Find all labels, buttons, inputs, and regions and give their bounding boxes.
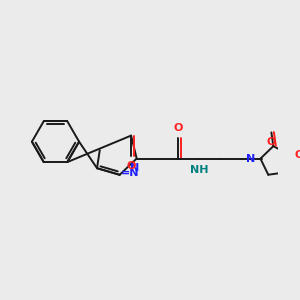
Text: O: O (267, 137, 276, 147)
Text: N: N (130, 163, 139, 173)
Text: =N: =N (121, 168, 140, 178)
Text: O: O (174, 123, 183, 133)
Text: O: O (126, 161, 136, 171)
Text: N: N (246, 154, 255, 164)
Text: NH: NH (190, 165, 208, 175)
Text: O: O (294, 150, 300, 160)
